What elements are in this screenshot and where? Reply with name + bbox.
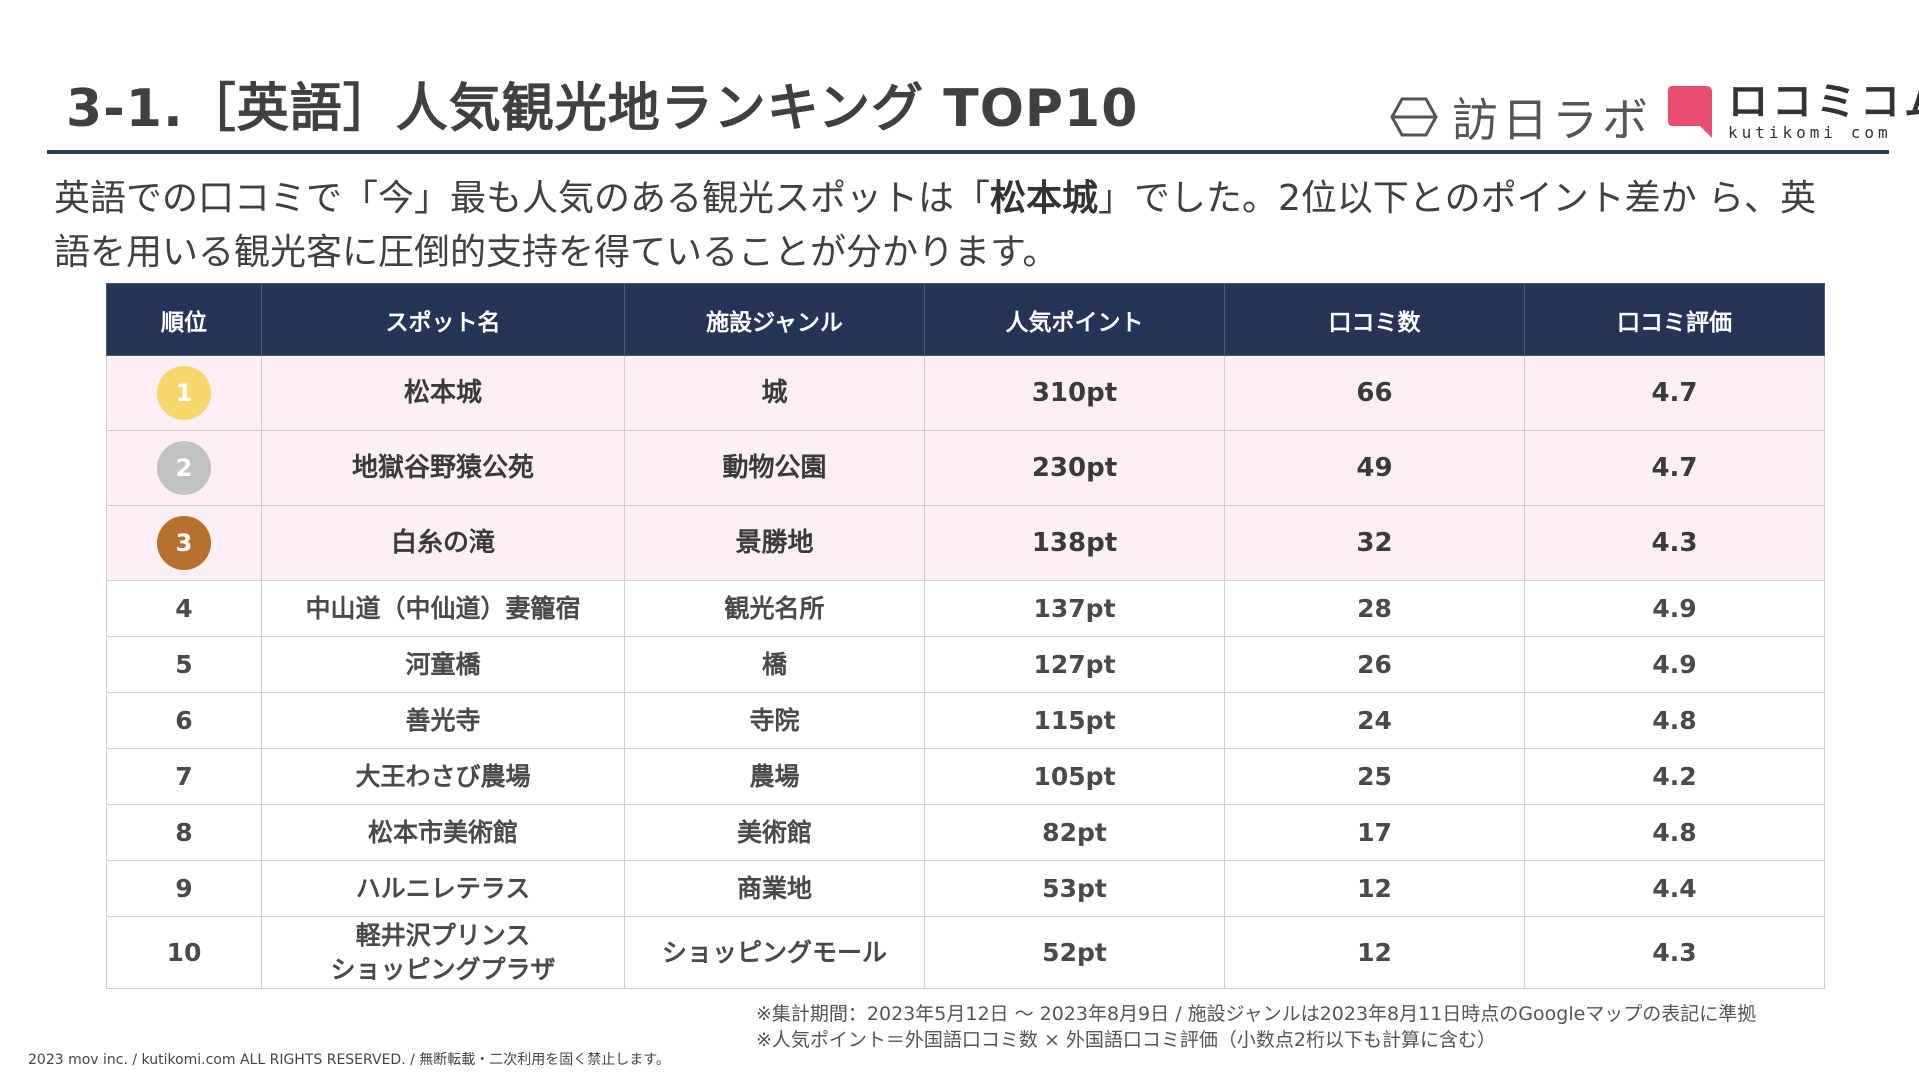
- points: 310pt: [924, 355, 1225, 431]
- spot-name: 地獄谷野猿公苑: [261, 430, 625, 506]
- column-header-reviews: 口コミ数: [1224, 283, 1525, 356]
- review-count: 66: [1224, 355, 1525, 431]
- table-row: 8 松本市美術館 美術館 82pt 17 4.8: [106, 804, 1825, 861]
- genre: 橋: [624, 636, 925, 693]
- table-row: 2 地獄谷野猿公苑 動物公園 230pt 49 4.7: [106, 430, 1825, 506]
- rating: 4.7: [1524, 355, 1825, 431]
- review-count: 25: [1224, 748, 1525, 805]
- table-row: 10 軽井沢プリンス ショッピングプラザ ショッピングモール 52pt 12 4.…: [106, 916, 1825, 989]
- genre: 農場: [624, 748, 925, 805]
- rank: 9: [106, 860, 262, 917]
- review-count: 24: [1224, 692, 1525, 749]
- spot-name: 中山道（中仙道）妻籠宿: [261, 580, 625, 637]
- points: 82pt: [924, 804, 1225, 861]
- houbichi-lab-logo: 訪日ラボ: [1390, 84, 1652, 150]
- table-row: 5 河童橋 橋 127pt 26 4.9: [106, 636, 1825, 693]
- footnote-period: ※集計期間：2023年5月12日 〜 2023年8月9日 / 施設ジャンルは20…: [756, 1003, 1757, 1025]
- spot-name: 白糸の滝: [261, 505, 625, 581]
- rating: 4.8: [1524, 692, 1825, 749]
- table-row: 6 善光寺 寺院 115pt 24 4.8: [106, 692, 1825, 749]
- table-row: 1 松本城 城 310pt 66 4.7: [106, 355, 1825, 431]
- points: 53pt: [924, 860, 1225, 917]
- points: 52pt: [924, 916, 1225, 989]
- rating: 4.4: [1524, 860, 1825, 917]
- silver-medal-badge: 2: [157, 441, 211, 495]
- spot-name: 松本城: [261, 355, 625, 431]
- intro-highlight: 松本城: [990, 178, 1099, 219]
- review-count: 32: [1224, 505, 1525, 581]
- rating: 4.2: [1524, 748, 1825, 805]
- gold-medal-badge: 1: [157, 366, 211, 420]
- copyright-text: 2023 mov inc. / kutikomi.com ALL RIGHTS …: [28, 1052, 670, 1068]
- column-header-rating: 口コミ評価: [1524, 283, 1825, 356]
- bronze-medal-badge: 3: [157, 516, 211, 570]
- column-header-rank: 順位: [106, 283, 262, 356]
- review-count: 49: [1224, 430, 1525, 506]
- review-count: 17: [1224, 804, 1525, 861]
- rating: 4.9: [1524, 580, 1825, 637]
- rating: 4.3: [1524, 916, 1825, 989]
- genre: 美術館: [624, 804, 925, 861]
- column-header-spot: スポット名: [261, 283, 625, 356]
- rank: 10: [106, 916, 262, 989]
- ranking-table: 順位 スポット名 施設ジャンル 人気ポイント 口コミ数 口コミ評価 1 松本城 …: [106, 283, 1825, 989]
- table-row: 4 中山道（中仙道）妻籠宿 観光名所 137pt 28 4.9: [106, 580, 1825, 637]
- points: 230pt: [924, 430, 1225, 506]
- genre: 景勝地: [624, 505, 925, 581]
- genre: ショッピングモール: [624, 916, 925, 989]
- intro-part1: 英語での口コミで「今」最も人気のある観光スポットは「: [54, 178, 991, 219]
- rank: 6: [106, 692, 262, 749]
- genre: 動物公園: [624, 430, 925, 506]
- spot-name: 軽井沢プリンス ショッピングプラザ: [261, 916, 625, 989]
- footnote-points-formula: ※人気ポイント＝外国語口コミ数 × 外国語口コミ評価（小数点2桁以下も計算に含む…: [756, 1029, 1497, 1051]
- points: 137pt: [924, 580, 1225, 637]
- points: 105pt: [924, 748, 1225, 805]
- table-row: 3 白糸の滝 景勝地 138pt 32 4.3: [106, 505, 1825, 581]
- rank: 8: [106, 804, 262, 861]
- hexagon-logo-icon: [1390, 97, 1438, 137]
- genre: 城: [624, 355, 925, 431]
- title-divider: [47, 150, 1889, 154]
- table-header-row: 順位 スポット名 施設ジャンル 人気ポイント 口コミ数 口コミ評価: [106, 283, 1825, 356]
- intro-text: 英語での口コミで「今」最も人気のある観光スポットは「松本城」でした。2位以下との…: [54, 172, 1834, 280]
- logo2-subtext: kutikomi com: [1728, 123, 1892, 142]
- table-row: 7 大王わさび農場 農場 105pt 25 4.2: [106, 748, 1825, 805]
- review-count: 12: [1224, 860, 1525, 917]
- spot-name: 大王わさび農場: [261, 748, 625, 805]
- logo1-text: 訪日ラボ: [1452, 93, 1652, 147]
- rating: 4.3: [1524, 505, 1825, 581]
- points: 127pt: [924, 636, 1225, 693]
- rating: 4.9: [1524, 636, 1825, 693]
- genre: 商業地: [624, 860, 925, 917]
- spot-name: 善光寺: [261, 692, 625, 749]
- genre: 寺院: [624, 692, 925, 749]
- review-count: 12: [1224, 916, 1525, 989]
- column-header-points: 人気ポイント: [924, 283, 1225, 356]
- points: 115pt: [924, 692, 1225, 749]
- spot-name: 松本市美術館: [261, 804, 625, 861]
- rating: 4.7: [1524, 430, 1825, 506]
- table-row: 9 ハルニレテラス 商業地 53pt 12 4.4: [106, 860, 1825, 917]
- review-count: 28: [1224, 580, 1525, 637]
- logo2-text: ロコミコム: [1728, 79, 1919, 125]
- genre: 観光名所: [624, 580, 925, 637]
- intro-part2: 」でした。2位以下とのポイント差か ら、英語を用いる観光客に圧倒的支持を得ている…: [54, 178, 1817, 273]
- footnotes: ※集計期間：2023年5月12日 〜 2023年8月9日 / 施設ジャンルは20…: [756, 1001, 1756, 1053]
- column-header-genre: 施設ジャンル: [624, 283, 925, 356]
- review-count: 26: [1224, 636, 1525, 693]
- rank: 4: [106, 580, 262, 637]
- kutikomi-com-logo: ロコミコム kutikomi com: [1666, 80, 1919, 142]
- speech-bubble-logo-icon: [1668, 86, 1712, 138]
- spot-name: 河童橋: [261, 636, 625, 693]
- rank: 5: [106, 636, 262, 693]
- spot-name: ハルニレテラス: [261, 860, 625, 917]
- spot-name-line1: 軽井沢プリンス: [355, 920, 531, 950]
- rank: 7: [106, 748, 262, 805]
- points: 138pt: [924, 505, 1225, 581]
- rating: 4.8: [1524, 804, 1825, 861]
- spot-name-line2: ショッピングプラザ: [330, 954, 556, 984]
- page-title: 3-1.［英語］人気観光地ランキング TOP10: [66, 79, 1139, 139]
